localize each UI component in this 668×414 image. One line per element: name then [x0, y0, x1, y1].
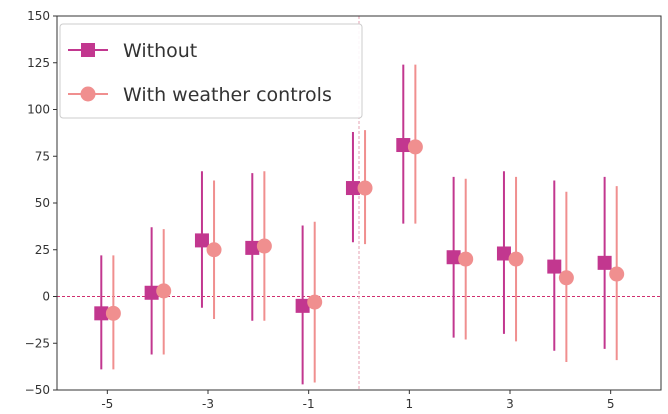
data-point-square: [295, 298, 310, 313]
x-tick-label: 3: [506, 397, 514, 411]
data-point-circle: [156, 283, 172, 299]
data-point-square: [194, 233, 209, 248]
data-point-square: [396, 138, 411, 153]
x-tick-label: 1: [406, 397, 414, 411]
legend-box: [59, 23, 363, 119]
data-point-circle: [458, 251, 474, 267]
y-tick-label: −25: [25, 336, 50, 350]
legend-marker-without: [81, 43, 95, 57]
y-tick-label: 50: [35, 196, 50, 210]
data-point-circle: [508, 251, 524, 267]
data-point-square: [94, 306, 109, 321]
legend-label-with-weather-controls: With weather controls: [123, 84, 332, 106]
y-tick-label: 125: [27, 56, 50, 70]
y-tick-label: −50: [25, 383, 50, 397]
x-tick-label: 5: [607, 397, 615, 411]
data-point-square: [245, 240, 260, 255]
x-tick-label: -5: [101, 397, 113, 411]
data-point-square: [446, 250, 461, 265]
legend-label-without: Without: [123, 40, 197, 62]
data-point-square: [345, 181, 360, 196]
x-tick-label: -3: [202, 397, 214, 411]
data-point-circle: [206, 242, 222, 258]
axes: −50 −25 0 25 50 75 100 125 150 -5 -3 -1 1 3 5: [25, 9, 615, 411]
legend: Without With weather controls: [59, 23, 363, 119]
data-point-circle: [307, 294, 323, 310]
data-point-square: [144, 285, 159, 300]
series-1: [105, 64, 625, 383]
data-point-square: [597, 255, 612, 270]
data-point-square: [547, 259, 562, 274]
data-point-square: [496, 246, 511, 261]
data-point-circle: [558, 270, 574, 286]
data-point-circle: [105, 305, 121, 321]
legend-marker-with-weather-controls: [80, 86, 96, 102]
y-tick-label: 0: [42, 290, 50, 304]
y-tick-label: 75: [35, 149, 50, 163]
data-point-circle: [256, 238, 272, 254]
y-tick-label: 150: [27, 9, 50, 23]
data-point-circle: [357, 180, 373, 196]
data-point-circle: [609, 266, 625, 282]
y-tick-label: 25: [35, 243, 50, 257]
data-point-circle: [407, 139, 423, 155]
x-tick-label: -1: [303, 397, 315, 411]
series-0: [94, 64, 612, 385]
y-tick-label: 100: [27, 103, 50, 117]
series-layer: [94, 64, 625, 385]
